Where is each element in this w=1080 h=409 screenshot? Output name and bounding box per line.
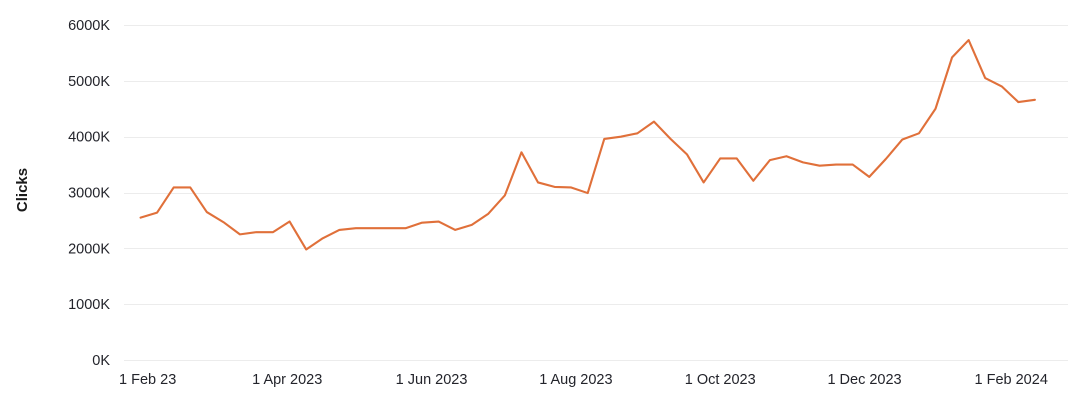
x-tick-label: 1 Feb 2024 [975,372,1048,388]
x-tick-label: 1 Oct 2023 [685,372,756,388]
x-tick-label: 1 Aug 2023 [539,372,612,388]
x-tick-label: 1 Jun 2023 [396,372,468,388]
y-tick-label: 4000K [68,130,110,146]
x-axis-tick-labels: 1 Feb 23 1 Apr 2023 1 Jun 2023 1 Aug 2023 1 … [119,372,1048,388]
y-tick-label: 3000K [68,186,110,202]
gridlines-group [124,25,1068,361]
x-tick-label: 1 Apr 2023 [252,372,322,388]
x-tick-label: 1 Dec 2023 [827,372,901,388]
y-tick-label: 5000K [68,74,110,90]
x-tick-label: 1 Feb 23 [119,372,176,388]
y-tick-label: 2000K [68,241,110,257]
y-tick-label: 6000K [68,18,110,34]
series-line-clicks [139,39,1036,251]
y-tick-label: 1000K [68,297,110,313]
y-axis-title: Clicks [14,168,31,212]
y-axis-tick-labels: 0K 1000K 2000K 3000K 4000K 5000K 6000K [68,18,110,369]
y-tick-label: 0K [92,353,110,369]
